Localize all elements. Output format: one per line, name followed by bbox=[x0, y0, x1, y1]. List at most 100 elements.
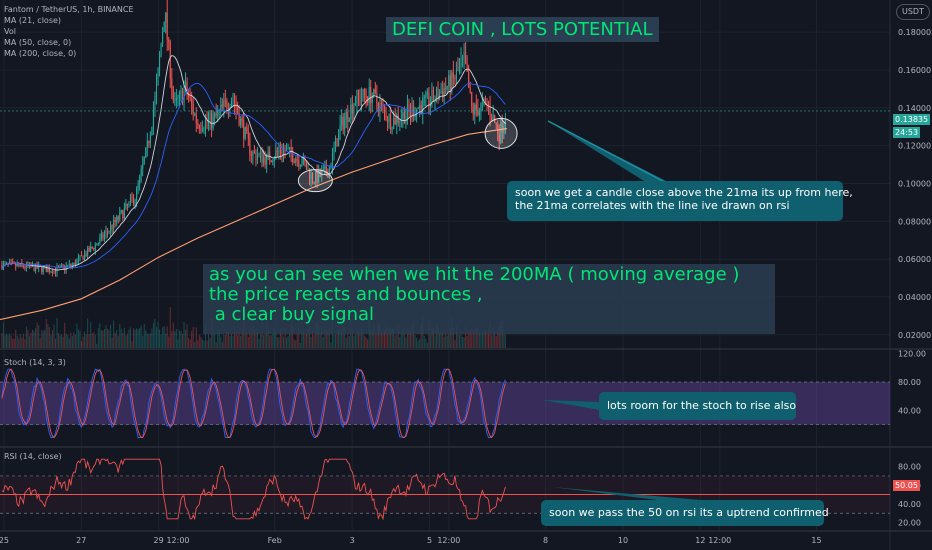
candle-body bbox=[107, 231, 108, 232]
indicator-ma50[interactable]: MA (50, close, 0) bbox=[4, 37, 134, 48]
candle-body bbox=[257, 156, 258, 160]
candle-body bbox=[392, 129, 393, 130]
volume-bar bbox=[314, 335, 315, 348]
volume-bar bbox=[232, 336, 233, 348]
volume-bar bbox=[257, 332, 258, 348]
candle-body bbox=[376, 93, 377, 103]
volume-bar bbox=[210, 338, 211, 348]
volume-bar bbox=[275, 332, 276, 348]
volume-bar bbox=[136, 328, 137, 348]
candle-body bbox=[11, 262, 12, 263]
volume-bar bbox=[376, 332, 377, 348]
candle-body bbox=[425, 93, 426, 97]
candle-body bbox=[190, 97, 191, 98]
candle-body bbox=[199, 125, 200, 129]
volume-bar bbox=[333, 334, 334, 348]
volume-bar bbox=[262, 332, 263, 348]
volume-bar bbox=[491, 335, 492, 348]
candle-body bbox=[480, 103, 481, 110]
candle-body bbox=[369, 87, 370, 103]
candle-body bbox=[222, 105, 223, 107]
candle-body bbox=[262, 151, 263, 162]
price-tick-label: 0.16000 bbox=[898, 66, 931, 75]
candle-body bbox=[298, 160, 299, 166]
volume-bar bbox=[395, 335, 396, 348]
candle-body bbox=[8, 263, 9, 264]
unit-badge[interactable]: USDT bbox=[896, 4, 930, 20]
candle-body bbox=[390, 114, 391, 129]
rsi-legend[interactable]: RSI (14, close) bbox=[4, 451, 62, 462]
volume-bar bbox=[364, 336, 365, 348]
candle-body bbox=[217, 111, 218, 116]
volume-bar bbox=[73, 332, 74, 348]
volume-bar bbox=[251, 333, 252, 348]
candle-body bbox=[356, 90, 357, 103]
volume-bar bbox=[176, 329, 177, 348]
indicator-vol[interactable]: Vol bbox=[4, 26, 134, 37]
candle-body bbox=[343, 117, 344, 130]
candle-body bbox=[301, 164, 302, 165]
volume-bar bbox=[37, 322, 38, 348]
volume-bar bbox=[286, 337, 287, 348]
volume-bar bbox=[18, 338, 19, 348]
candle-body bbox=[364, 89, 365, 95]
candle-body bbox=[453, 72, 454, 78]
candle-body bbox=[239, 114, 240, 125]
candle-body bbox=[441, 92, 442, 93]
volume-bar bbox=[418, 341, 419, 348]
price-tick-label: 0.10000 bbox=[898, 179, 931, 188]
volume-bar bbox=[86, 334, 87, 348]
volume-bar bbox=[505, 334, 506, 348]
volume-bar bbox=[237, 335, 238, 348]
candle-body bbox=[457, 70, 458, 71]
volume-bar bbox=[58, 333, 59, 348]
candle-body bbox=[141, 169, 142, 176]
candle-body bbox=[4, 263, 5, 264]
candle-body bbox=[90, 247, 91, 252]
volume-bar bbox=[21, 338, 22, 348]
candle-body bbox=[153, 110, 154, 127]
time-tick-label: 25 bbox=[0, 536, 9, 545]
symbol-info[interactable]: Fantom / TetherUS, 1h, BINANCE bbox=[4, 4, 134, 15]
time-tick-label: 12 bbox=[695, 536, 705, 545]
candle-body bbox=[176, 98, 177, 100]
volume-bar bbox=[168, 336, 169, 348]
stoch-tick-label: 40.00 bbox=[898, 406, 921, 415]
candle-body bbox=[135, 200, 136, 204]
volume-bar bbox=[154, 319, 155, 348]
volume-bar bbox=[24, 339, 25, 348]
volume-bar bbox=[179, 330, 180, 348]
indicator-ma200[interactable]: MA (200, close, 0) bbox=[4, 48, 134, 59]
last-price-tag: 0.13835 bbox=[893, 114, 930, 125]
candle-body bbox=[220, 105, 221, 110]
candle-body bbox=[128, 202, 129, 205]
candle-body bbox=[358, 90, 359, 96]
candle-body bbox=[419, 105, 420, 108]
volume-bar bbox=[99, 323, 100, 348]
volume-bar bbox=[289, 333, 290, 348]
volume-bar bbox=[180, 331, 181, 348]
rsi-tick-label: 80.00 bbox=[898, 463, 921, 472]
time-tick-label: 12:00 bbox=[166, 536, 189, 545]
volume-bar bbox=[480, 333, 481, 348]
time-tick-label: 12:00 bbox=[708, 536, 731, 545]
volume-bar bbox=[40, 338, 41, 348]
volume-bar bbox=[470, 332, 471, 348]
candle-body bbox=[70, 264, 71, 266]
candle-body bbox=[324, 166, 325, 168]
candle-body bbox=[81, 255, 82, 256]
volume-bar bbox=[427, 343, 428, 348]
volume-bar bbox=[75, 335, 76, 348]
stoch-legend[interactable]: Stoch (14, 3, 3) bbox=[4, 357, 66, 368]
volume-bar bbox=[382, 332, 383, 348]
candle-body bbox=[263, 157, 264, 163]
candle-body bbox=[17, 264, 18, 266]
volume-bar bbox=[457, 332, 458, 348]
candle-body bbox=[467, 63, 468, 72]
volume-bar bbox=[190, 340, 191, 348]
volume-bar bbox=[56, 318, 57, 348]
volume-bar bbox=[52, 330, 53, 348]
volume-bar bbox=[98, 328, 99, 348]
indicator-ma21[interactable]: MA (21, close) bbox=[4, 15, 134, 26]
volume-bar bbox=[430, 334, 431, 348]
